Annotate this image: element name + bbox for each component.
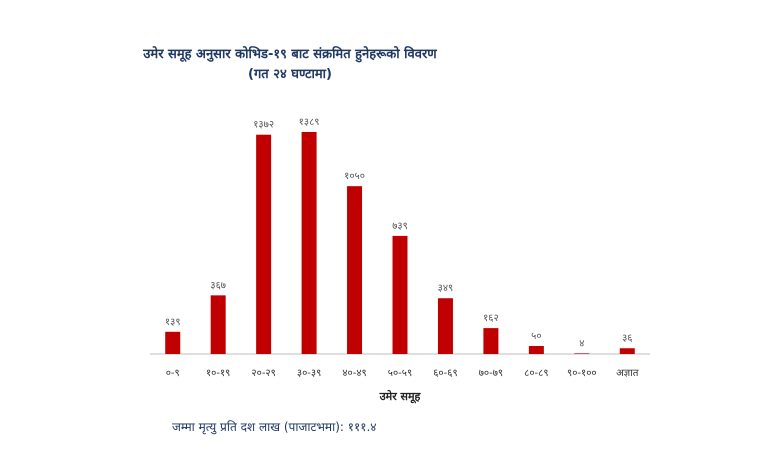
bar-0	[165, 331, 181, 354]
data-label-5: ७३९	[392, 221, 408, 232]
data-label-9: ४	[579, 338, 584, 349]
bar-6	[437, 298, 453, 354]
data-label-10: ३६	[622, 333, 632, 344]
chart-subtitle: (गत २४ घण्टामा)	[248, 67, 332, 82]
footnote: जम्मा मृत्यु प्रति दश लाख (पाजाटभमा): ११…	[172, 420, 377, 434]
bar-5	[392, 235, 408, 354]
x-tick-label-7: ७०-७९	[479, 368, 503, 379]
x-tick-label-9: ९०-१००	[567, 368, 597, 379]
bar-9	[574, 353, 590, 354]
x-tick-label-6: ६०-६९	[433, 368, 457, 379]
x-tick-label-3: ३०-३९	[297, 368, 321, 379]
x-tick-label-1: १०-१९	[206, 368, 230, 379]
data-label-4: १०५०	[344, 171, 365, 182]
data-label-8: ५०	[531, 331, 541, 342]
bar-4	[347, 186, 363, 354]
x-tick-label-8: ८०-८९	[524, 368, 548, 379]
x-tick-label-10: अज्ञात	[616, 368, 639, 379]
chart-title: उमेर समूह अनुसार कोभिड-१९ बाट संक्रमित ह…	[143, 47, 437, 62]
data-label-6: ३४९	[438, 283, 454, 294]
bar-8	[528, 346, 544, 354]
x-tick-label-0: ०-९	[166, 368, 180, 379]
bar-3	[301, 132, 317, 354]
bar-10	[619, 348, 635, 354]
data-labels-group: १३९ ३६७ १३७२ १३८९ १०५० ७३९ ३४९ १६२ ५० ४ ३६	[165, 117, 633, 349]
data-label-3: १३८९	[299, 117, 320, 128]
data-label-0: १३९	[165, 317, 181, 328]
bar-7	[483, 328, 499, 354]
x-tick-labels-group: ०-९ १०-१९ २०-२९ ३०-३९ ४०-४९ ५०-५९ ६०-६९ ७०-७९ ८०…	[166, 368, 639, 379]
data-label-7: १६२	[483, 313, 499, 324]
data-label-1: ३६७	[210, 280, 226, 291]
data-label-2: १३७२	[253, 120, 274, 131]
x-axis-title: उमेर समूह	[379, 389, 422, 404]
x-tick-label-2: २०-२९	[251, 368, 275, 379]
bar-1	[210, 295, 226, 354]
bars-group	[165, 132, 635, 354]
bar-2	[256, 134, 272, 354]
x-tick-label-5: ५०-५९	[388, 368, 412, 379]
x-tick-label-4: ४०-४९	[342, 368, 366, 379]
